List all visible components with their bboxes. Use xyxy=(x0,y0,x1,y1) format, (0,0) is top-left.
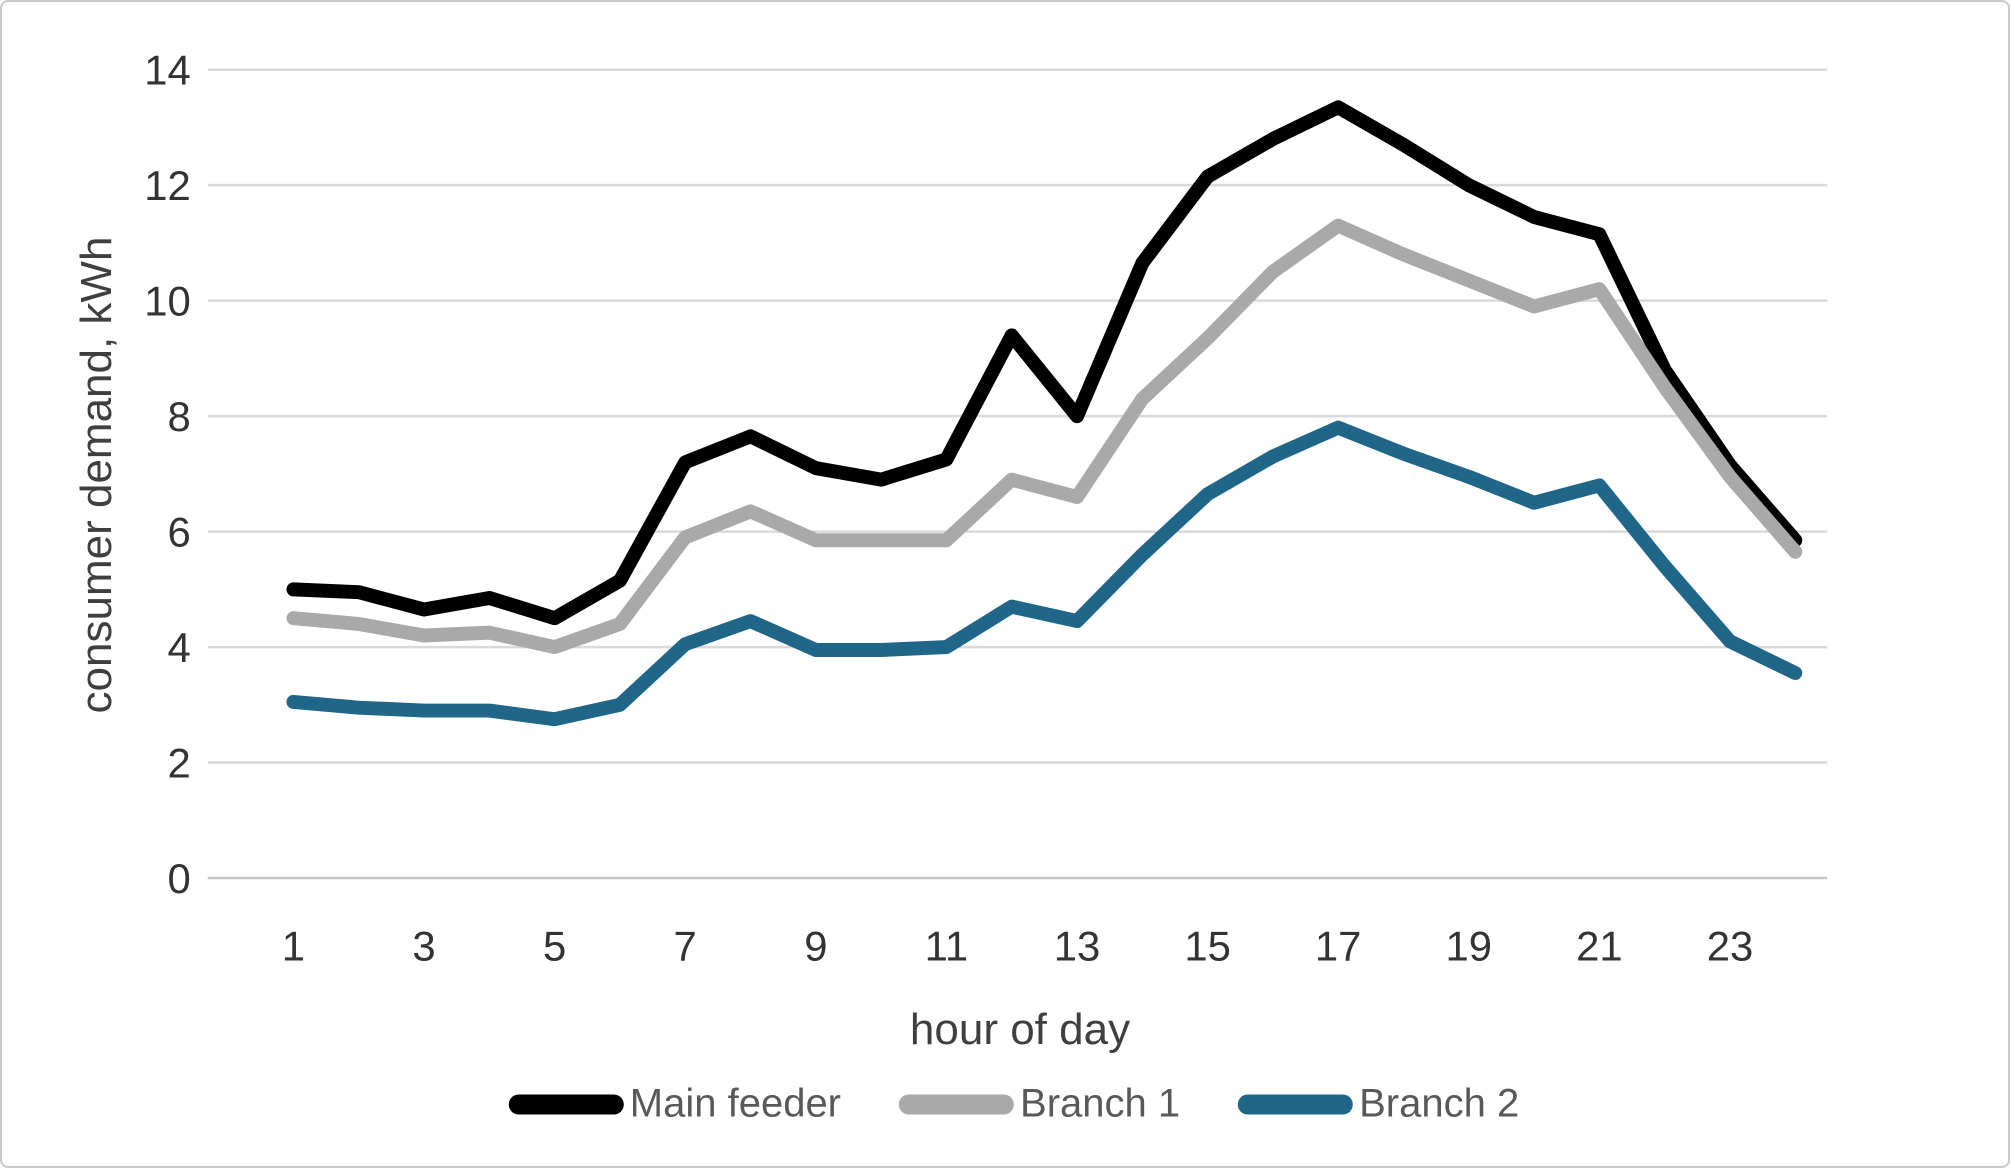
x-tick-label: 7 xyxy=(674,923,697,970)
legend-item-main-feeder: Main feeder xyxy=(508,1081,842,1127)
legend-swatch-icon xyxy=(1238,1094,1354,1114)
x-tick-label: 1 xyxy=(282,923,305,970)
legend-swatch-icon xyxy=(899,1094,1015,1114)
legend-label: Main feeder xyxy=(629,1081,842,1126)
x-tick-label: 11 xyxy=(925,923,968,970)
x-tick-label: 21 xyxy=(1576,923,1623,970)
y-tick-label: 6 xyxy=(168,509,191,556)
y-axis-title: consumer demand, kWh xyxy=(72,236,121,714)
y-tick-label: 4 xyxy=(168,624,191,671)
x-axis-tick-labels: 1 3 5 7 9 11 13 15 17 19 21 23 xyxy=(282,923,1753,970)
x-tick-label: 23 xyxy=(1707,923,1754,970)
x-tick-label: 3 xyxy=(412,923,435,970)
y-tick-label: 12 xyxy=(144,162,191,209)
x-tick-label: 5 xyxy=(543,923,566,970)
legend-label: Branch 2 xyxy=(1359,1081,1520,1126)
legend-item-branch-1: Branch 1 xyxy=(899,1082,1180,1127)
x-tick-label: 9 xyxy=(804,923,827,970)
gridlines-group xyxy=(207,68,1828,880)
y-tick-label: 2 xyxy=(168,739,191,786)
x-axis-title: hour of day xyxy=(909,1005,1131,1054)
series-line-main-feeder xyxy=(286,100,1803,626)
legend-swatch-icon xyxy=(508,1094,624,1114)
x-tick-label: 15 xyxy=(1184,923,1231,970)
x-tick-label: 19 xyxy=(1446,923,1493,970)
y-tick-label: 8 xyxy=(168,393,191,440)
legend-label: Branch 1 xyxy=(1020,1081,1181,1126)
legend-item-branch-2: Branch 2 xyxy=(1238,1082,1519,1127)
series-lines-group xyxy=(286,100,1803,727)
chart-legend: Main feeder Branch 1 Branch 2 xyxy=(508,1081,1519,1127)
y-axis-tick-labels: 0 2 4 6 8 10 12 14 xyxy=(144,47,191,902)
series-line-branch-1 xyxy=(286,218,1803,655)
series-line-branch-2 xyxy=(286,420,1803,727)
x-tick-label: 13 xyxy=(1054,923,1101,970)
y-tick-label: 14 xyxy=(144,47,191,94)
y-tick-label: 10 xyxy=(144,278,191,325)
y-tick-label: 0 xyxy=(168,855,191,902)
x-tick-label: 17 xyxy=(1315,923,1362,970)
